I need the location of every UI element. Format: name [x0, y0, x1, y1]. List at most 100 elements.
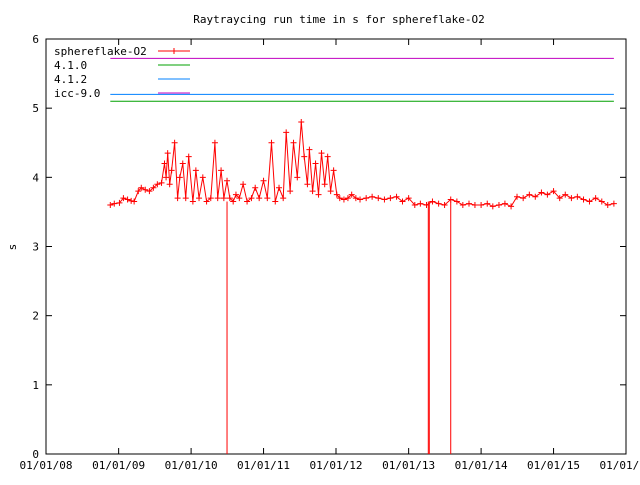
data-point	[163, 174, 170, 181]
x-tick-label: 01/01/15	[527, 459, 580, 472]
data-point	[610, 200, 617, 207]
data-point	[357, 196, 364, 203]
data-point	[568, 195, 575, 202]
x-axis-ticks: 01/01/08 01/01/09 01/01/10 01/01/11 01/01/12…	[20, 39, 640, 472]
data-point	[312, 160, 319, 167]
data-point	[283, 129, 290, 136]
y-tick-label: 3	[32, 241, 39, 254]
data-point	[417, 200, 424, 207]
y-tick-label: 6	[32, 33, 39, 46]
data-point	[189, 198, 196, 205]
data-point	[168, 167, 175, 174]
data-point	[471, 202, 478, 208]
data-point	[272, 198, 279, 205]
data-point	[179, 160, 186, 167]
data-point	[465, 200, 472, 207]
y-tick-label: 2	[32, 310, 39, 323]
data-point	[369, 193, 376, 200]
data-point	[550, 188, 557, 195]
data-point	[111, 200, 118, 207]
data-point	[280, 195, 287, 202]
data-point	[301, 153, 308, 160]
legend-label: icc-9.0	[54, 87, 100, 100]
data-point	[556, 195, 563, 202]
drop-lines	[226, 201, 452, 454]
data-point	[244, 198, 251, 205]
data-point	[164, 150, 171, 157]
data-point	[224, 177, 231, 184]
data-point	[230, 198, 237, 205]
x-tick-label: 01/01/13	[382, 459, 435, 472]
data-point	[142, 186, 149, 193]
y-tick-label: 5	[32, 102, 39, 115]
data-point	[128, 197, 135, 204]
data-point	[146, 188, 153, 195]
data-point	[580, 196, 587, 203]
data-point	[166, 181, 173, 188]
data-point	[344, 195, 351, 202]
data-point	[340, 196, 347, 203]
data-point	[161, 160, 168, 167]
data-point	[158, 179, 165, 186]
data-point	[211, 139, 218, 146]
data-point	[174, 195, 181, 202]
data-point	[453, 198, 460, 205]
data-point	[131, 198, 138, 205]
x-tick-label: 01/01/16	[600, 459, 640, 472]
data-point	[459, 202, 466, 208]
data-point	[330, 167, 337, 174]
data-point	[182, 195, 189, 202]
data-point	[196, 195, 203, 202]
data-point	[138, 184, 145, 191]
x-tick-label: 01/01/09	[92, 459, 145, 472]
data-point	[441, 202, 448, 208]
x-tick-label: 01/01/08	[20, 459, 73, 472]
data-point	[423, 202, 430, 208]
data-point	[185, 153, 192, 160]
data-point	[226, 195, 233, 202]
data-point	[248, 195, 255, 202]
data-point	[276, 184, 283, 191]
data-point	[447, 196, 454, 203]
data-point	[218, 167, 225, 174]
data-point	[348, 191, 355, 198]
data-point	[381, 196, 388, 203]
data-point	[501, 200, 508, 207]
data-point	[435, 200, 442, 207]
data-point	[203, 198, 210, 205]
data-point	[429, 198, 436, 205]
data-point	[252, 184, 259, 191]
data-point	[484, 200, 491, 207]
data-point	[171, 139, 178, 146]
data-point	[287, 188, 294, 195]
data-point	[120, 195, 127, 202]
data-point	[321, 181, 328, 188]
data-point	[336, 195, 343, 202]
data-point	[154, 181, 161, 188]
series-line	[110, 121, 615, 208]
data-point	[304, 181, 311, 188]
reference-lines	[110, 57, 614, 102]
data-point	[268, 139, 275, 146]
data-point	[586, 198, 593, 205]
data-point	[298, 119, 305, 125]
data-point	[294, 174, 301, 181]
data-point	[207, 195, 214, 202]
data-point	[256, 195, 263, 202]
legend-label: 4.1.0	[54, 59, 87, 72]
data-point	[232, 191, 239, 198]
data-point	[526, 191, 533, 198]
data-point	[495, 202, 502, 208]
data-point	[562, 191, 569, 198]
data-point	[604, 202, 611, 208]
data-point	[333, 191, 340, 198]
data-point	[309, 188, 316, 195]
data-point	[124, 196, 131, 203]
data-point	[538, 189, 545, 196]
data-point	[411, 202, 418, 208]
data-point	[508, 203, 515, 210]
data-point	[478, 202, 485, 208]
data-point	[363, 195, 370, 202]
